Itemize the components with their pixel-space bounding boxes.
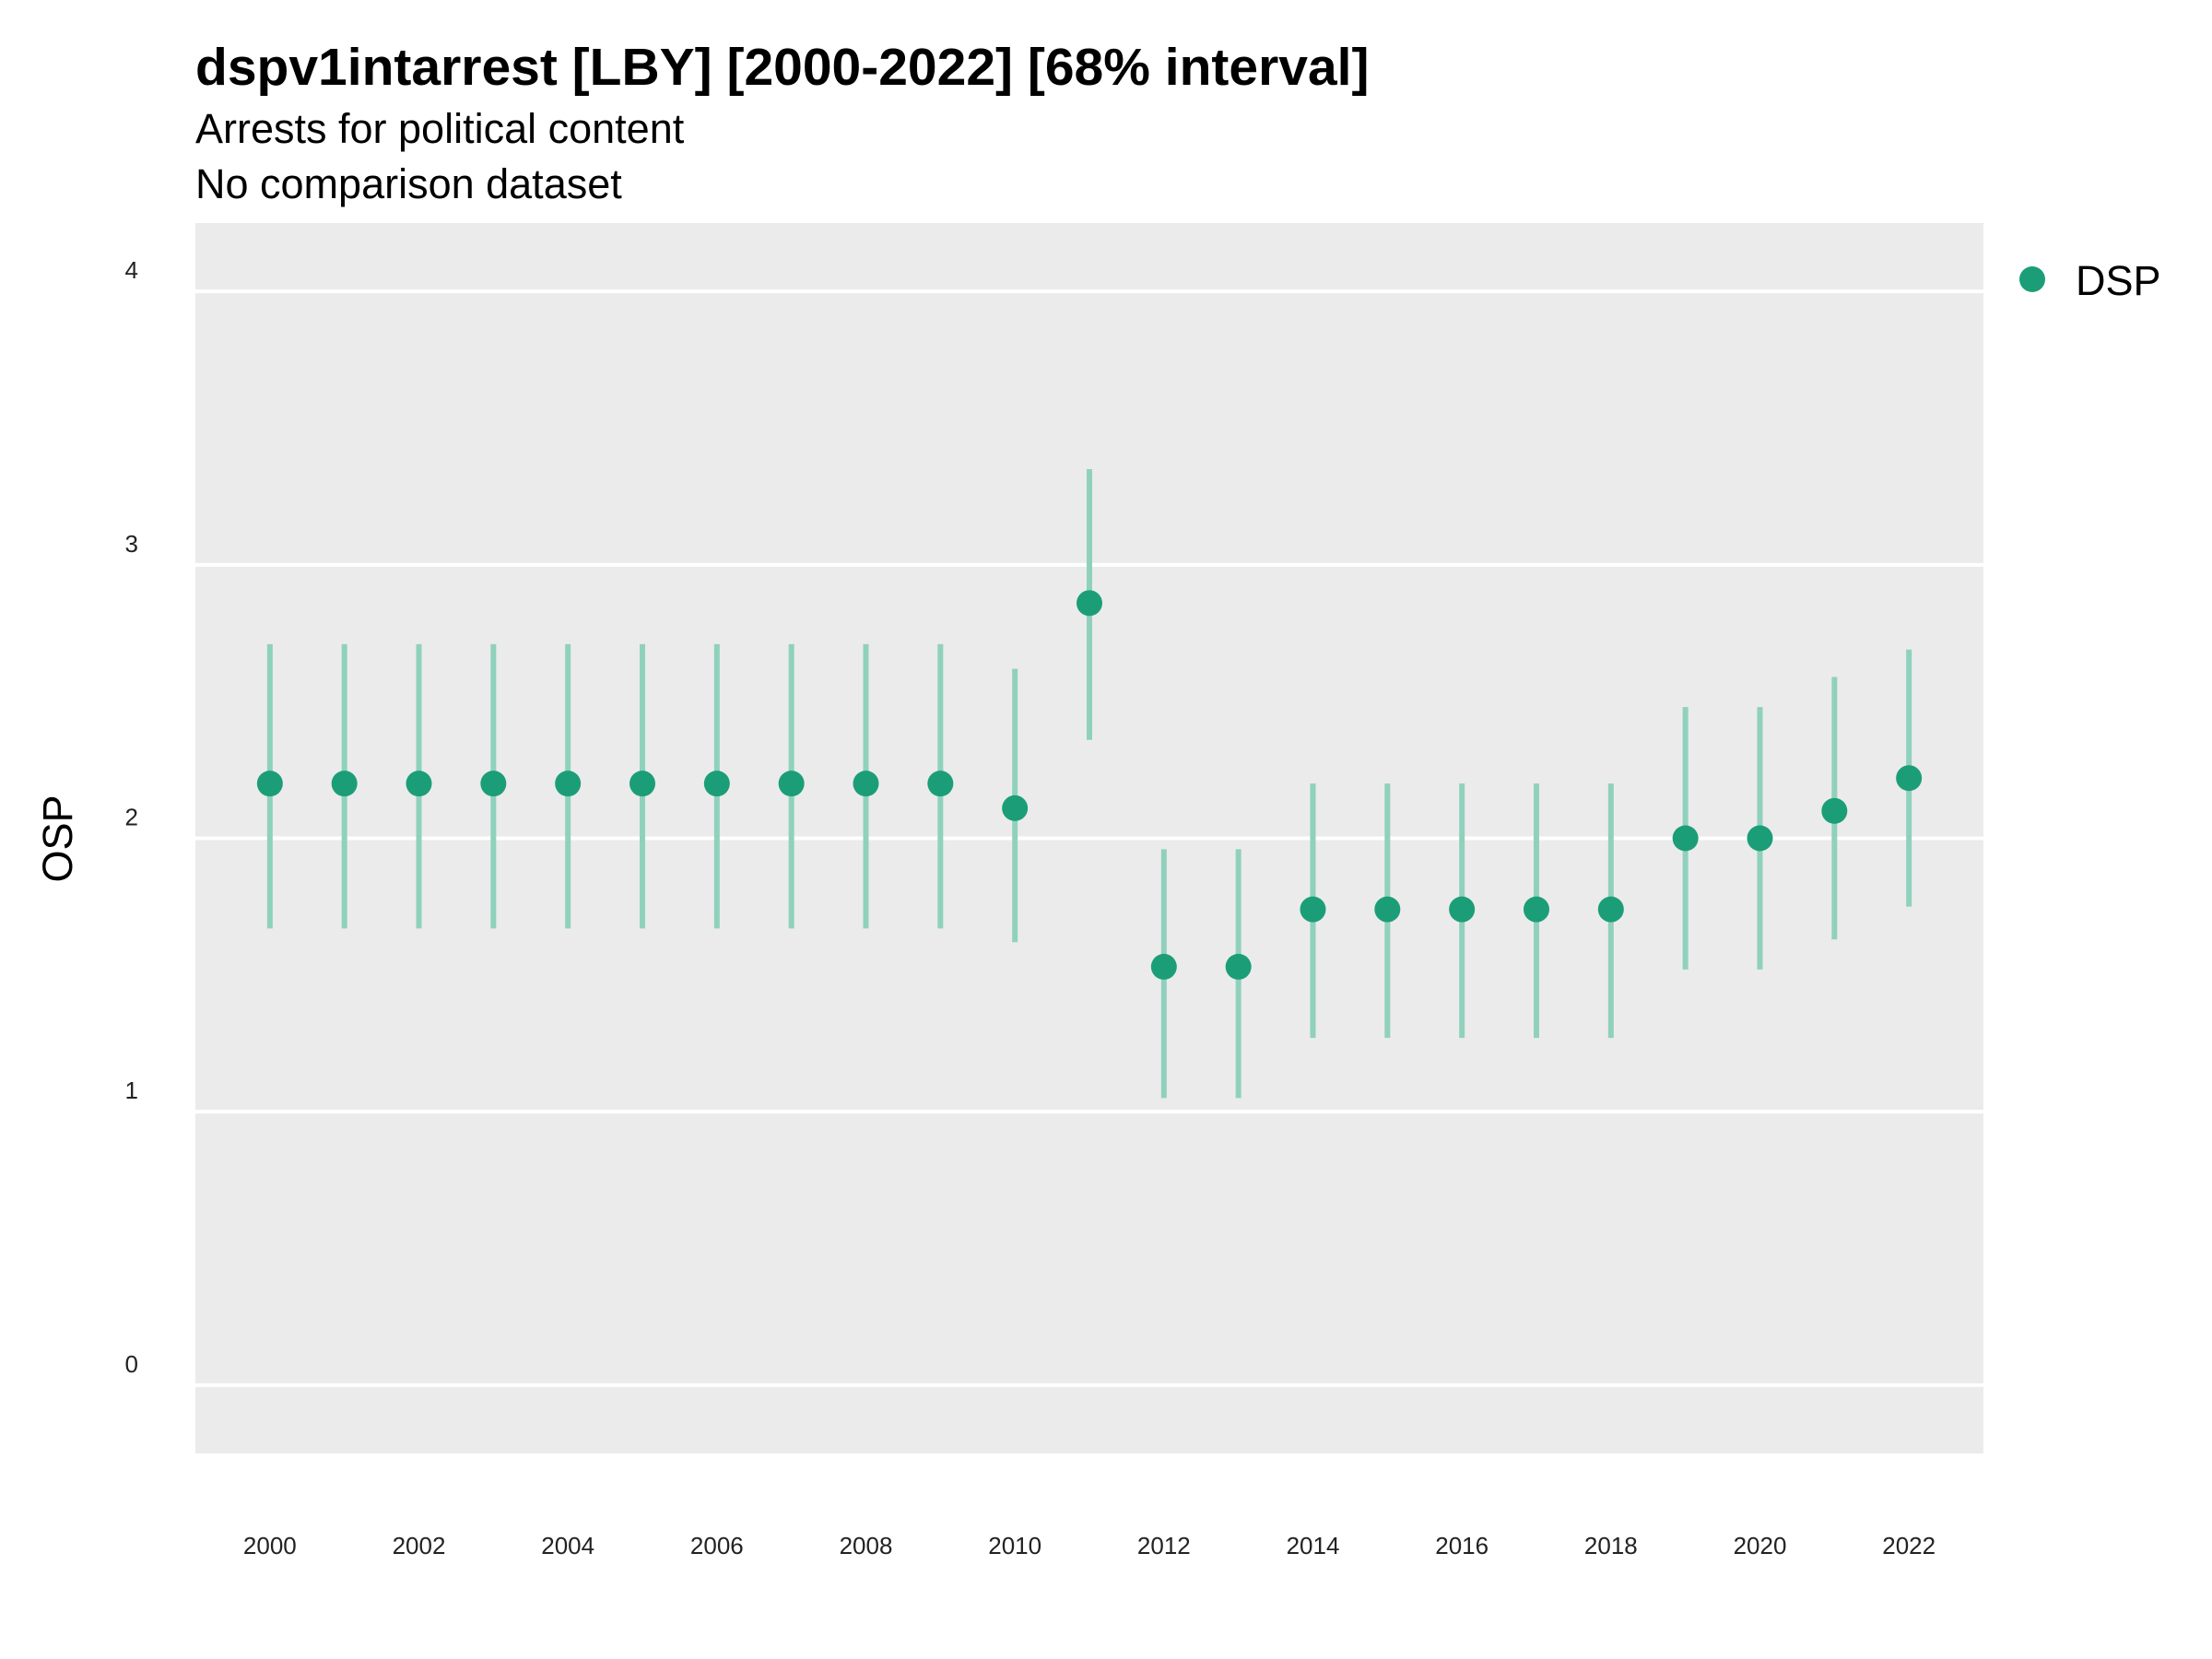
point-2016 — [1449, 896, 1476, 923]
x-tick-label-2002: 2002 — [393, 1532, 446, 1559]
point-2021 — [1821, 797, 1848, 824]
point-2012 — [1150, 953, 1177, 980]
point-2007 — [778, 771, 805, 797]
x-tick-label-2016: 2016 — [1435, 1532, 1488, 1559]
x-tick-label-2010: 2010 — [988, 1532, 1041, 1559]
point-2017 — [1524, 896, 1549, 923]
chart-title: dspv1intarrest [LBY] [2000-2022] [68% in… — [195, 38, 1369, 97]
legend-swatch-dsp — [2019, 266, 2045, 292]
point-2013 — [1225, 953, 1252, 980]
point-2014 — [1300, 896, 1326, 923]
point-2005 — [629, 771, 655, 797]
point-2000 — [256, 771, 283, 797]
chart-subtitle-2: No comparison dataset — [195, 160, 622, 207]
point-2011 — [1077, 590, 1102, 617]
legend: DSP — [2019, 257, 2161, 304]
x-tick-label-2020: 2020 — [1734, 1532, 1787, 1559]
y-tick-label-2: 2 — [125, 804, 138, 831]
y-tick-label-4: 4 — [125, 256, 138, 284]
x-tick-labels: 2000 2002 2004 2006 2008 2010 2012 2014 2016 2018… — [243, 1532, 1936, 1559]
point-2020 — [1747, 825, 1773, 852]
x-tick-label-2012: 2012 — [1137, 1532, 1191, 1559]
x-tick-label-2004: 2004 — [541, 1532, 594, 1559]
legend-label-dsp: DSP — [2076, 257, 2161, 304]
x-tick-label-2006: 2006 — [690, 1532, 744, 1559]
point-2018 — [1597, 896, 1624, 923]
point-2006 — [703, 771, 730, 797]
x-tick-label-2022: 2022 — [1882, 1532, 1936, 1559]
point-2015 — [1374, 896, 1401, 923]
y-tick-labels: 0 1 2 3 4 — [125, 256, 138, 1378]
point-2008 — [853, 771, 879, 797]
x-tick-label-2008: 2008 — [840, 1532, 893, 1559]
point-2022 — [1896, 765, 1923, 792]
y-axis-title: OSP — [34, 794, 81, 882]
x-tick-label-2018: 2018 — [1584, 1532, 1638, 1559]
point-2001 — [331, 771, 358, 797]
point-2002 — [406, 771, 432, 797]
data-points — [256, 590, 1923, 980]
x-tick-label-2014: 2014 — [1287, 1532, 1340, 1559]
y-tick-label-3: 3 — [125, 530, 138, 558]
point-2019 — [1672, 825, 1699, 852]
y-tick-label-1: 1 — [125, 1077, 138, 1104]
point-2004 — [555, 771, 582, 797]
y-tick-label-0: 0 — [125, 1350, 138, 1378]
point-2010 — [1002, 794, 1029, 821]
x-tick-label-2000: 2000 — [243, 1532, 297, 1559]
point-2009 — [927, 771, 954, 797]
chart-subtitle: Arrests for political content — [195, 105, 685, 152]
point-2003 — [480, 771, 507, 797]
